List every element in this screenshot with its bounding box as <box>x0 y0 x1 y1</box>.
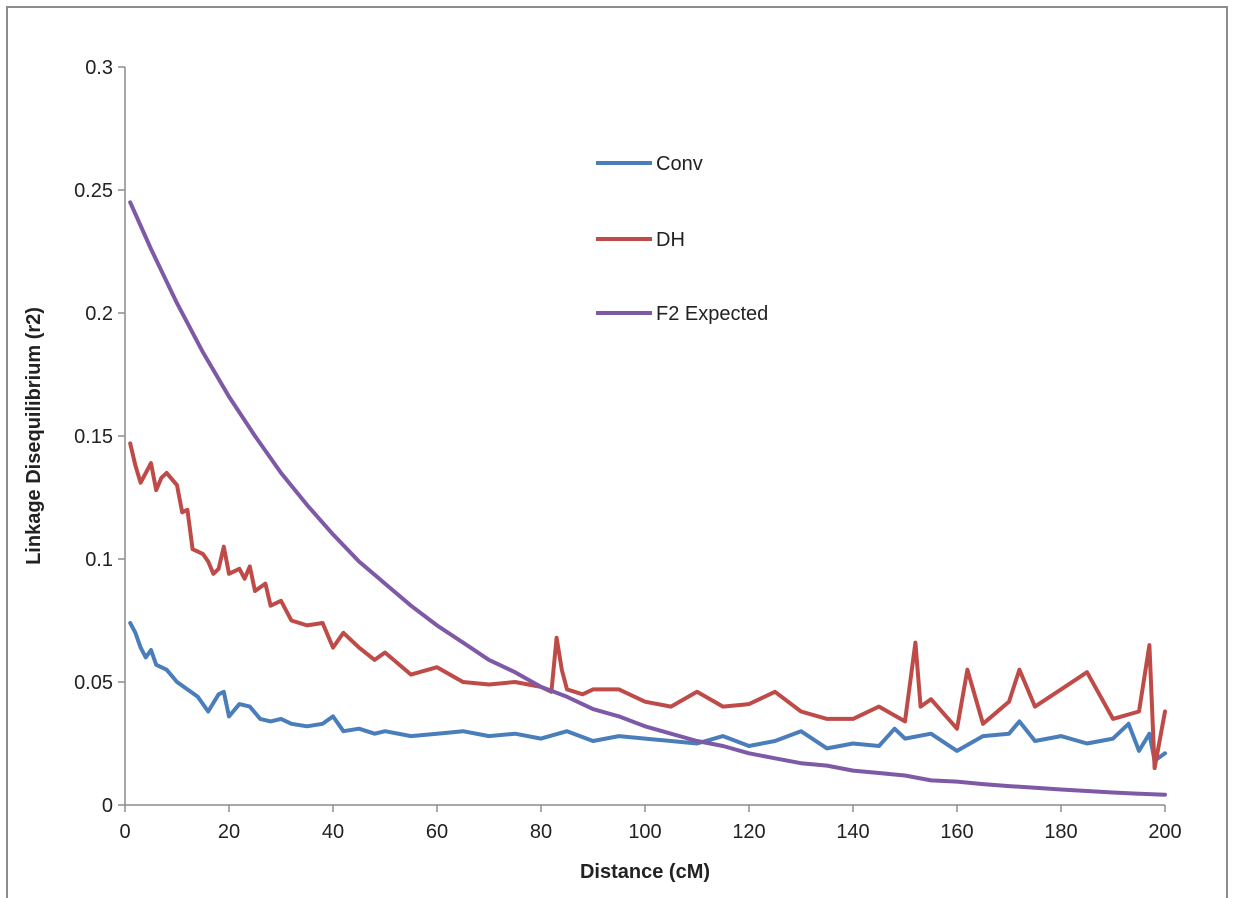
legend-label-f2-expected: F2 Expected <box>656 303 768 325</box>
y-tick-label: 0 <box>102 795 113 817</box>
x-axis-title: Distance (cM) <box>580 861 710 883</box>
x-tick-label: 40 <box>322 821 344 843</box>
x-tick-label: 200 <box>1148 821 1181 843</box>
series-line-f2-expected <box>128 200 1167 797</box>
legend-label-conv: Conv <box>656 153 703 175</box>
y-ticks: 0 0.05 0.1 0.15 0.2 0.25 0.3 <box>74 57 125 817</box>
x-tick-label: 120 <box>732 821 765 843</box>
axes: 0 0.05 0.1 0.15 0.2 0.25 0.3 0 20 40 60 80 100 120 14… <box>74 57 1182 843</box>
y-tick-label: 0.3 <box>85 57 113 79</box>
x-tick-label: 140 <box>836 821 869 843</box>
y-tick-label: 0.1 <box>85 549 113 571</box>
y-tick-label: 0.25 <box>74 180 113 202</box>
x-tick-label: 180 <box>1044 821 1077 843</box>
x-tick-label: 160 <box>940 821 973 843</box>
chart-frame <box>6 6 1228 898</box>
y-tick-label: 0.2 <box>85 303 113 325</box>
x-tick-label: 100 <box>628 821 661 843</box>
series-layer <box>128 200 1167 797</box>
legend-label-dh: DH <box>656 229 685 251</box>
x-tick-label: 80 <box>530 821 552 843</box>
legend: Conv DH F2 Expected <box>596 153 768 325</box>
x-tick-label: 20 <box>218 821 240 843</box>
x-tick-label: 60 <box>426 821 448 843</box>
y-tick-label: 0.15 <box>74 426 113 448</box>
y-axis-title: Linkage Disequilibrium (r2) <box>23 307 45 565</box>
x-ticks: 0 20 40 60 80 100 120 140 160 180 200 <box>119 805 1182 843</box>
y-tick-label: 0.05 <box>74 672 113 694</box>
series-line-dh <box>128 441 1167 771</box>
x-tick-label: 0 <box>119 821 130 843</box>
series-line-conv <box>128 621 1167 763</box>
